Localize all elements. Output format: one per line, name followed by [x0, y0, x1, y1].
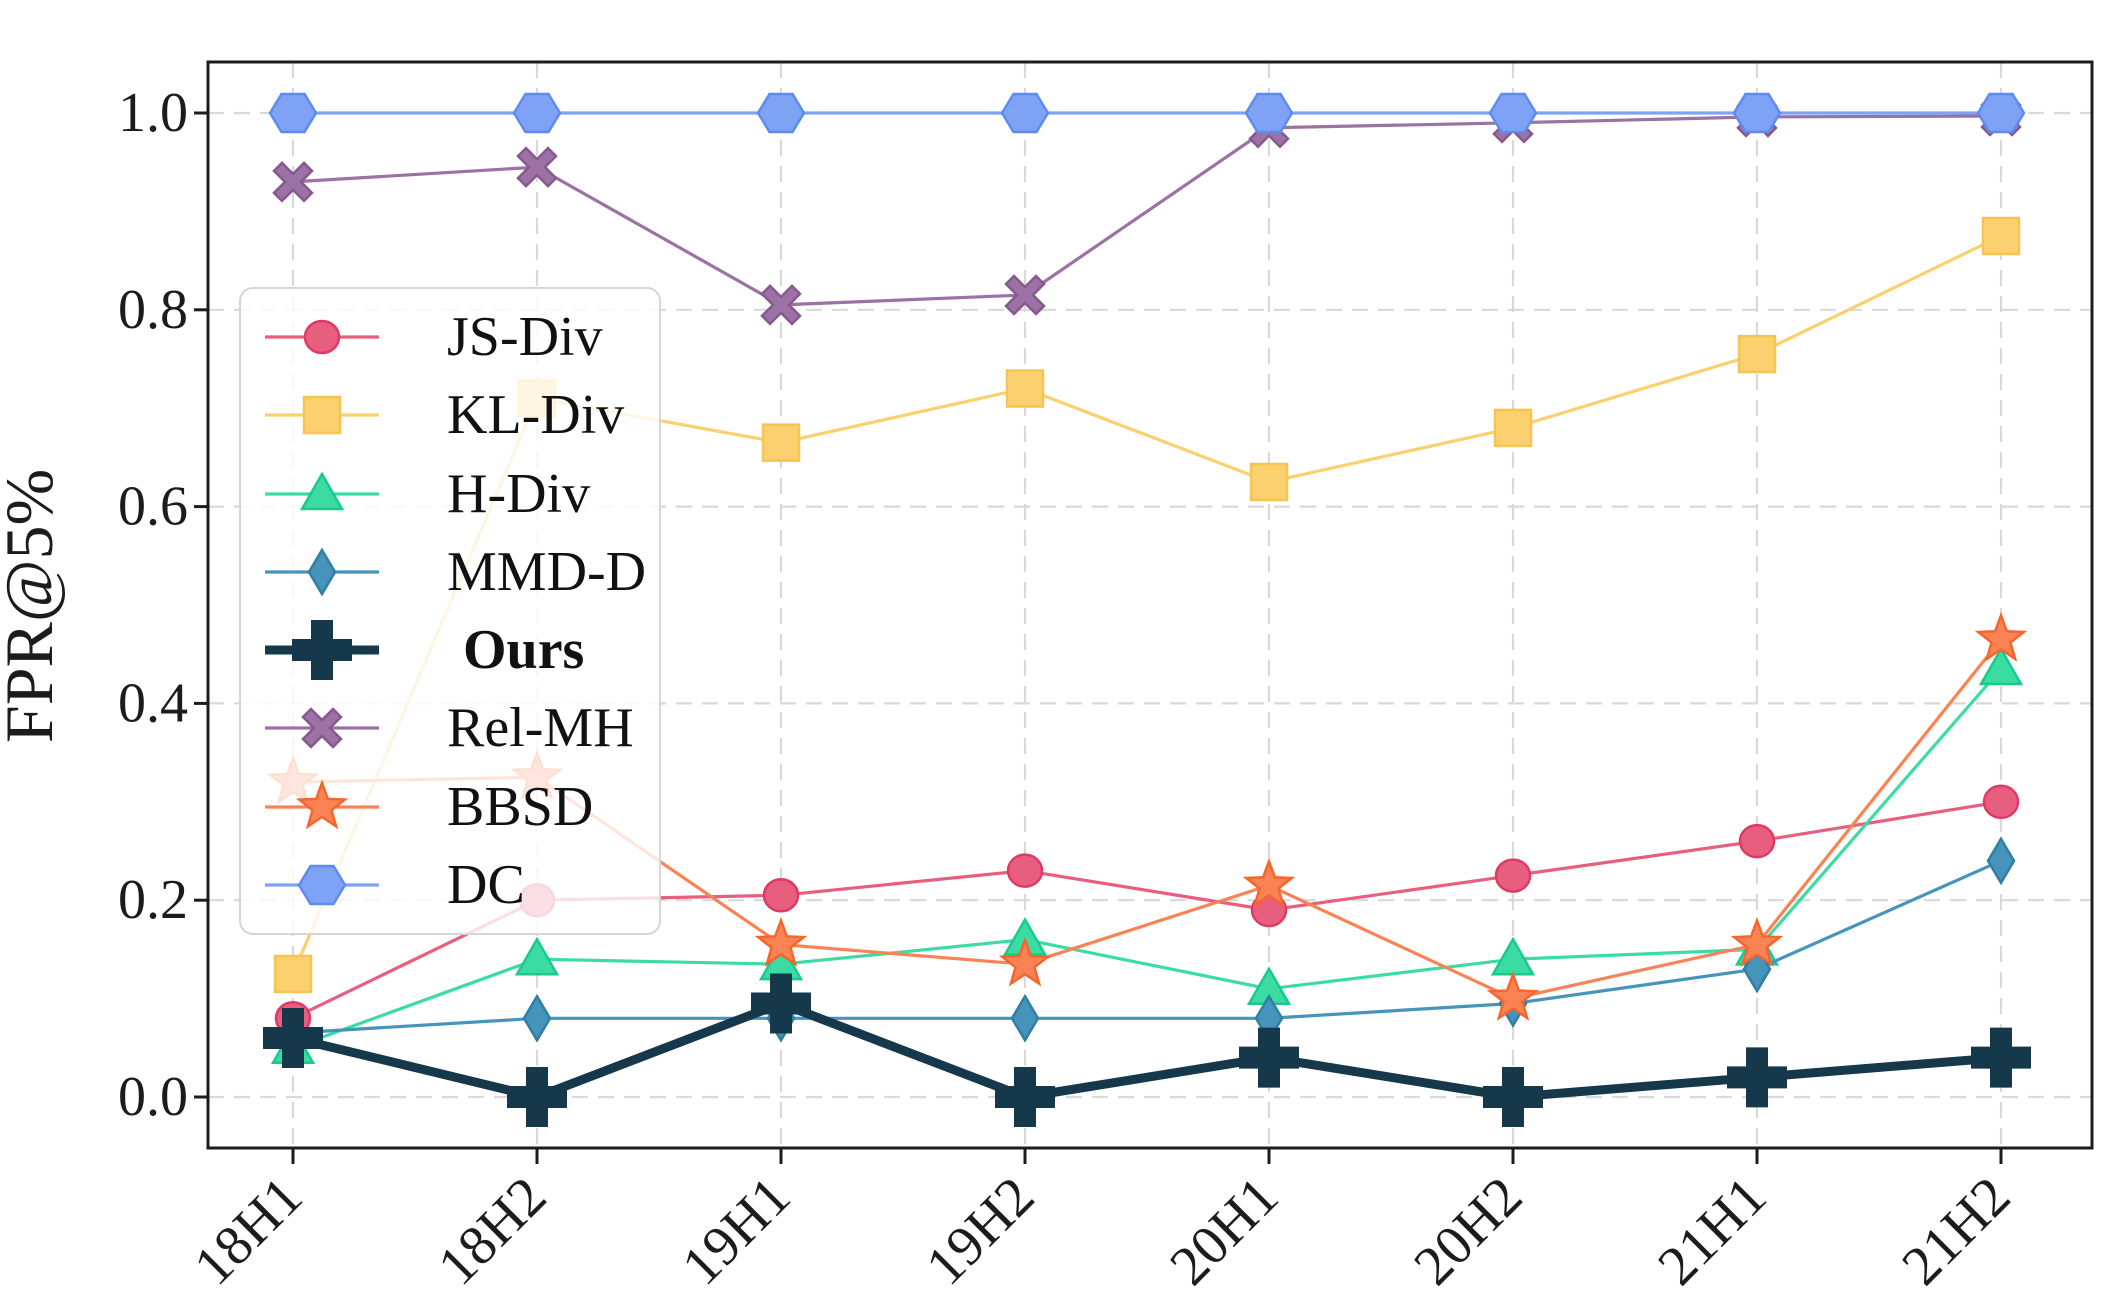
marker-plus	[1727, 1047, 1787, 1108]
x-tick-label: 19H1	[670, 1165, 802, 1297]
marker-thin-diamond	[522, 993, 552, 1043]
legend-label: DC	[447, 853, 525, 916]
marker-plus	[1483, 1067, 1543, 1127]
legend-item-dc: DC	[241, 849, 659, 921]
marker-thin-diamond	[307, 547, 337, 597]
triangle-legend-marker-icon	[265, 471, 379, 510]
marker-circle	[762, 878, 800, 913]
legend-label: JS-Div	[447, 306, 603, 369]
marker-star	[1974, 611, 2028, 662]
marker-plus	[1971, 1027, 2031, 1088]
legend-item-ours: Ours	[241, 614, 659, 686]
legend-label: BBSD	[447, 775, 594, 838]
y-tick-label: 1.0	[118, 82, 188, 144]
marker-square	[761, 423, 801, 462]
marker-plus	[751, 973, 811, 1034]
marker-square	[1005, 369, 1045, 408]
x-tick-label: 18H1	[182, 1165, 314, 1297]
legend-label: H-Div	[447, 462, 591, 525]
marker-star	[754, 916, 808, 967]
y-tick-label: 0.8	[118, 279, 188, 341]
x-legend-marker-icon	[265, 707, 379, 750]
marker-hexagon	[1244, 92, 1294, 134]
legend-item-rel-mh: Rel-MH	[241, 692, 659, 764]
marker-square	[1493, 408, 1533, 448]
square-legend-marker-icon	[265, 396, 379, 435]
marker-hexagon	[512, 92, 562, 134]
marker-plus	[995, 1067, 1055, 1127]
x-tick-label: 18H2	[426, 1165, 558, 1297]
legend-item-kl-div: KL-Div	[241, 379, 659, 451]
plus-legend-marker-icon	[265, 620, 379, 681]
marker-triangle	[514, 936, 560, 976]
marker-square	[1249, 462, 1289, 502]
series-line-mmd-d	[291, 859, 2003, 1035]
marker-star	[1242, 857, 1296, 908]
marker-x	[1004, 274, 1046, 316]
y-axis-label: FPR@5%	[0, 469, 67, 743]
marker-hexagon	[756, 92, 806, 134]
legend-label: KL-Div	[447, 384, 625, 447]
y-tick-label: 0.6	[118, 476, 188, 538]
y-tick-label: 0.0	[118, 1066, 188, 1128]
star-legend-marker-icon	[265, 778, 379, 829]
series-line-rel-mh	[291, 114, 2003, 307]
marker-plus	[263, 1007, 323, 1068]
legend-item-js-div: JS-Div	[241, 301, 659, 373]
x-tick-label: 20H2	[1402, 1165, 1534, 1297]
x-tick-label: 21H2	[1890, 1165, 2022, 1297]
x-tick-label: 19H2	[914, 1165, 1046, 1297]
marker-square	[273, 954, 313, 994]
marker-x	[272, 161, 314, 203]
marker-star	[1486, 971, 1540, 1021]
marker-thin-diamond	[1986, 836, 2016, 886]
marker-hexagon	[297, 864, 347, 905]
marker-hexagon	[1488, 92, 1538, 134]
marker-x	[516, 146, 558, 188]
y-tick-label: 0.4	[118, 672, 188, 734]
marker-hexagon	[1976, 92, 2026, 134]
thin-diamond-legend-marker-icon	[265, 547, 379, 597]
axes-spines	[206, 60, 2094, 1150]
marker-circle	[1006, 853, 1044, 888]
x-tick-label: 21H1	[1646, 1165, 1778, 1297]
legend-label: Rel-MH	[447, 697, 634, 760]
series-line-ours	[288, 999, 2006, 1102]
marker-star	[295, 778, 349, 829]
marker-square	[1981, 216, 2021, 256]
marker-triangle	[1978, 646, 2024, 686]
marker-hexagon	[1732, 92, 1782, 134]
marker-triangle	[1490, 936, 1536, 976]
marker-x	[760, 284, 802, 326]
legend-item-h-div: H-Div	[241, 458, 659, 530]
marker-circle	[1738, 823, 1776, 859]
marker-triangle	[299, 471, 345, 510]
marker-plus	[507, 1067, 567, 1127]
marker-x	[301, 707, 343, 750]
legend-label: MMD-D	[447, 540, 647, 603]
circle-legend-marker-icon	[265, 319, 379, 355]
legend-item-mmd-d: MMD-D	[241, 536, 659, 608]
marker-thin-diamond	[1010, 993, 1040, 1043]
legend-item-bbsd: BBSD	[241, 771, 659, 843]
marker-square	[302, 396, 342, 435]
marker-circle	[303, 319, 341, 355]
marker-square	[1737, 334, 1777, 374]
marker-plus	[1239, 1027, 1299, 1088]
legend: JS-Div KL-Div H-Div MMD-D Ours Rel-MH BBSD DC	[239, 287, 661, 935]
marker-circle	[1494, 858, 1532, 893]
marker-circle	[1982, 784, 2020, 820]
marker-star	[1730, 916, 1784, 967]
series-line-h-div	[291, 667, 2003, 1050]
marker-plus	[292, 620, 352, 681]
legend-label: Ours	[463, 619, 585, 682]
marker-star	[998, 936, 1052, 987]
y-tick-label: 0.2	[118, 869, 188, 931]
marker-hexagon	[268, 92, 318, 134]
hexagon-legend-marker-icon	[265, 864, 379, 905]
marker-hexagon	[1000, 92, 1050, 134]
x-tick-label: 20H1	[1158, 1165, 1290, 1297]
